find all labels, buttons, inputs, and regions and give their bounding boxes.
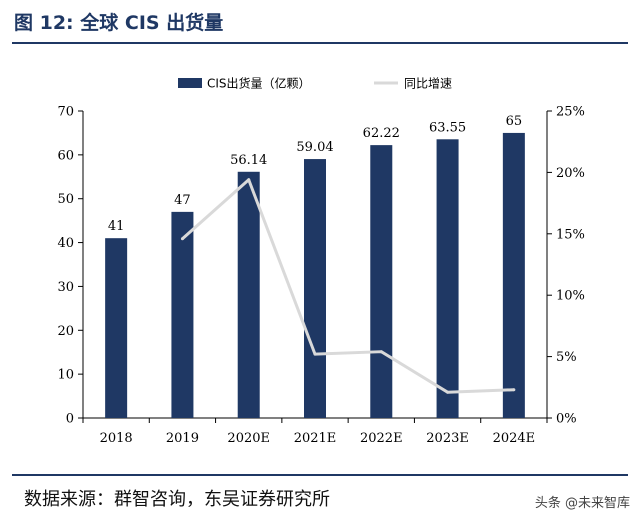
y2-tick-label: 20% <box>556 166 585 181</box>
bar <box>436 139 459 419</box>
growth-line-series <box>181 178 514 394</box>
legend-bar-label: CIS出货量（亿颗） <box>207 76 311 91</box>
x-tick-label: 2020E <box>227 431 270 446</box>
bar <box>171 211 194 418</box>
y-tick-label: 60 <box>57 148 74 163</box>
growth-point <box>446 390 450 394</box>
top-rule <box>12 42 628 44</box>
x-tick-label: 2019 <box>166 431 199 446</box>
legend-bar-swatch <box>178 78 202 88</box>
growth-point <box>247 178 251 182</box>
y2-tick-label: 25% <box>556 105 585 120</box>
y2-tick-label: 5% <box>556 350 577 365</box>
chart-title: 图 12: 全球 CIS 出货量 <box>14 12 224 34</box>
watermark: 头条 @未来智库 <box>534 496 630 511</box>
growth-point <box>379 350 383 354</box>
bar-value-label: 47 <box>174 193 191 208</box>
y2-tick-label: 0% <box>556 412 577 427</box>
y-tick-label: 20 <box>57 324 74 339</box>
growth-point <box>313 352 317 356</box>
bar <box>502 132 525 418</box>
bar-value-label: 56.14 <box>230 153 267 168</box>
y-tick-label: 50 <box>57 192 74 207</box>
x-tick-label: 2024E <box>493 431 536 446</box>
axes: 0 10 20 30 40 50 60 70 0% 5% 10% 15% 20% 25% 2018 2019 2… <box>57 105 584 447</box>
y-tick-label: 0 <box>66 412 74 427</box>
growth-point <box>180 237 184 241</box>
bar-value-label: 65 <box>506 114 523 129</box>
x-tick-label: 2021E <box>294 431 337 446</box>
bar-value-label: 41 <box>108 219 125 234</box>
x-tick-label: 2023E <box>426 431 469 446</box>
x-tick-label: 2022E <box>360 431 403 446</box>
source-note: 数据来源：群智咨询，东吴证券研究所 <box>24 489 330 510</box>
bar <box>304 159 326 418</box>
y-tick-label: 40 <box>57 236 74 251</box>
bottom-rule <box>12 474 628 476</box>
bar <box>237 171 260 418</box>
bar-value-label: 62.22 <box>363 126 400 141</box>
data-labels: 41 47 56.14 59.04 62.22 63.55 65 <box>108 114 522 234</box>
growth-line <box>180 178 516 394</box>
bar-value-label: 63.55 <box>429 120 466 135</box>
x-tick-label: 2018 <box>100 431 133 446</box>
bars <box>105 132 525 419</box>
y2-tick-label: 10% <box>556 289 585 304</box>
bar-value-label: 59.04 <box>296 140 333 155</box>
growth-point <box>512 388 516 392</box>
bar <box>370 145 393 418</box>
y-tick-label: 70 <box>57 105 74 120</box>
legend: CIS出货量（亿颗） 同比增速 <box>178 76 452 91</box>
y-tick-label: 30 <box>57 280 74 295</box>
bar <box>105 238 128 418</box>
legend-line-label: 同比增速 <box>404 77 452 91</box>
y2-tick-label: 15% <box>556 227 585 242</box>
y-tick-label: 10 <box>57 368 74 383</box>
